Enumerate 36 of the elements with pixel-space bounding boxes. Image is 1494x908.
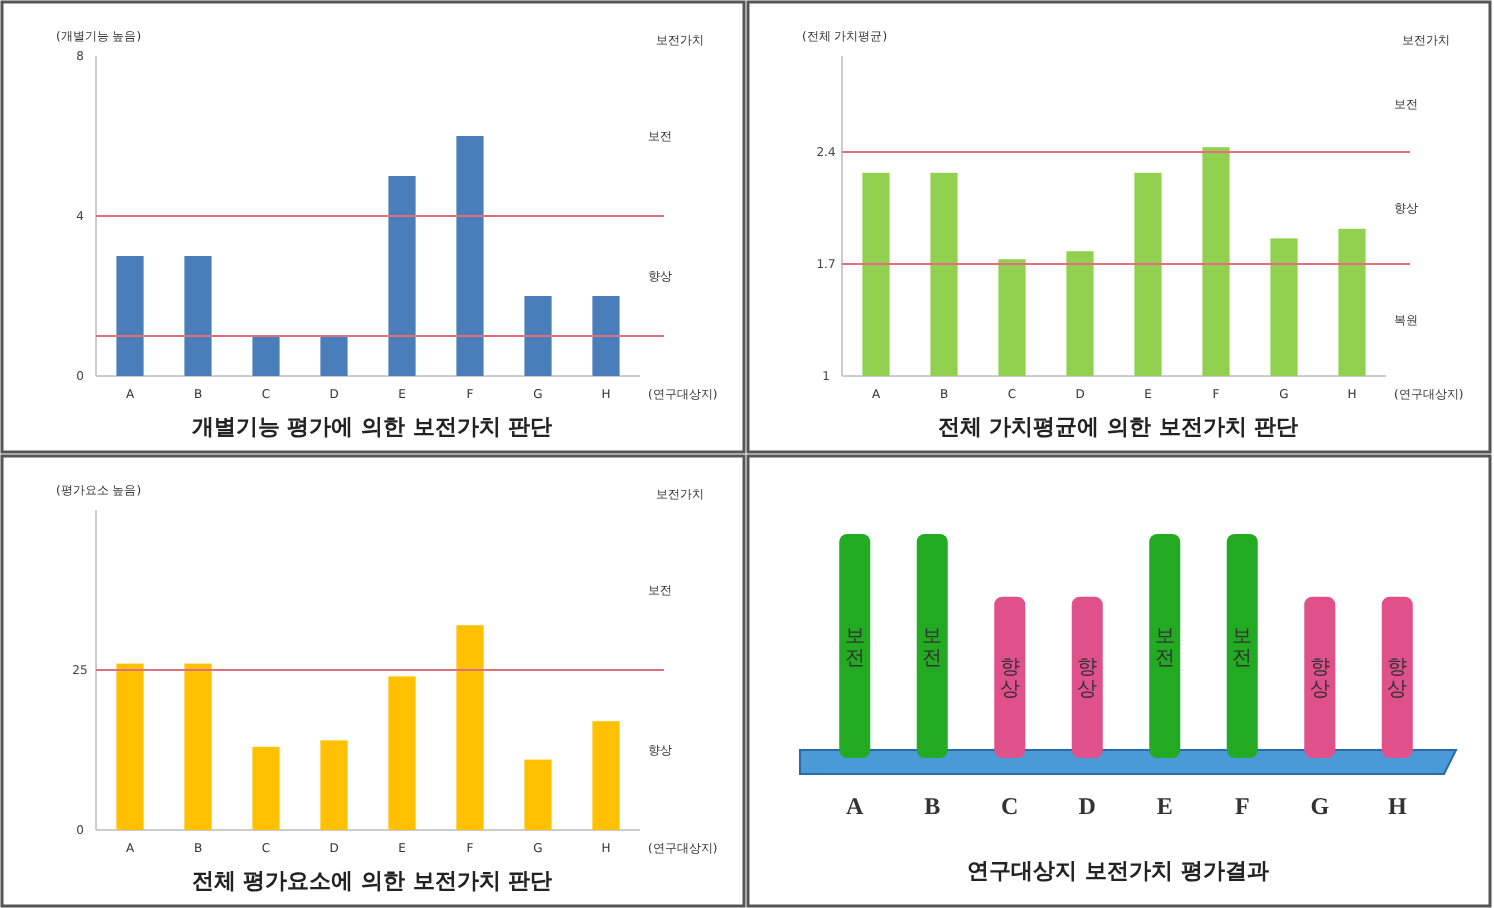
x-tick-label: G: [1310, 792, 1330, 820]
text: 전체 가치평균에 의한 보전가치 판단: [937, 414, 1299, 440]
annotation: 보전: [1154, 626, 1175, 670]
bar: [388, 176, 416, 376]
bar: [592, 721, 620, 830]
annotation: 향상: [1077, 657, 1098, 702]
x-tick-label: D: [1078, 792, 1097, 820]
annotation: 보전: [922, 626, 943, 670]
x-tick-label: A: [846, 792, 865, 820]
bar: [524, 759, 552, 830]
bar: [116, 663, 144, 830]
bar: [320, 336, 348, 376]
annotation: 보전: [844, 626, 865, 670]
x-tick-label: F: [1234, 792, 1250, 820]
text: 개별기능 평가에 의한 보전가치 판단: [191, 414, 553, 440]
x-tick-label: H: [1387, 792, 1408, 820]
text: 연구대상지 보전가치 평가결과: [967, 858, 1269, 884]
bar: [184, 256, 212, 376]
annotation: 향상: [1387, 657, 1408, 702]
bar: [592, 296, 620, 376]
annotation: 향상: [1309, 657, 1330, 702]
bar: [524, 296, 552, 376]
text: 전체 평가요소에 의한 보전가치 판단: [191, 868, 553, 894]
bar: [320, 740, 348, 830]
x-tick-label: E: [1156, 792, 1173, 820]
bar: [252, 336, 280, 376]
bar: [252, 746, 280, 830]
annotation: 보전: [1232, 626, 1253, 670]
annotation: 향상: [999, 657, 1020, 702]
bar: [184, 663, 212, 830]
x-tick-label: C: [1001, 792, 1019, 820]
bar: [456, 625, 484, 830]
bar: [388, 676, 416, 830]
bar: [116, 256, 144, 376]
bar: [456, 136, 484, 376]
x-tick-label: B: [924, 792, 941, 820]
